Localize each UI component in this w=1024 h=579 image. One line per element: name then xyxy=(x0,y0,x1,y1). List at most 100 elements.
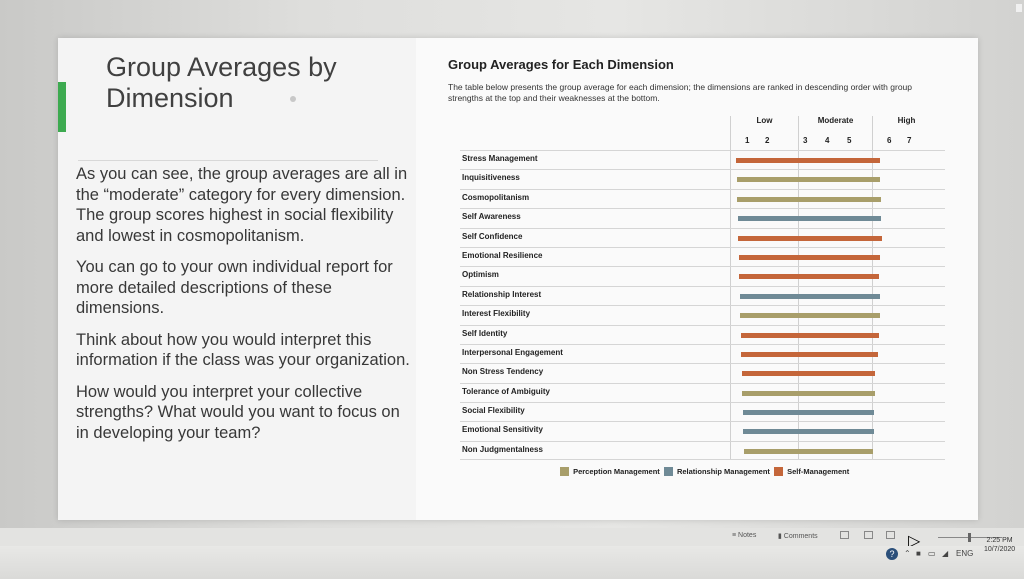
tick-label: 5 xyxy=(847,136,852,145)
dimension-label: Self Identity xyxy=(462,328,508,338)
title-accent-bar xyxy=(58,82,66,132)
dimension-label: Non Stress Tendency xyxy=(462,367,544,377)
table-row: Social Flexibility xyxy=(460,402,945,422)
notes-button[interactable]: ≡ Notes xyxy=(732,532,757,539)
window-corner xyxy=(1016,4,1022,12)
tick-label: 7 xyxy=(907,136,912,145)
comments-button[interactable]: ▮ Comments xyxy=(778,533,818,540)
table-row: Interpersonal Engagement xyxy=(460,343,945,364)
table-row: Interest Flexibility xyxy=(460,305,945,325)
grid-line xyxy=(730,189,731,209)
legend-label-relationship: Relationship Management xyxy=(676,466,770,476)
table-row: Optimism xyxy=(460,266,945,286)
dimension-label: Optimism xyxy=(462,270,499,280)
bar-inquisitiveness xyxy=(736,177,880,183)
normal-view-icon[interactable] xyxy=(840,531,849,539)
tick-label: 4 xyxy=(825,136,830,145)
header-moderate-label: Moderate xyxy=(817,116,854,125)
status-bar: ≡ Notes ▮ Comments ▷ xyxy=(0,528,1024,550)
clock-date: 10/7/2020 xyxy=(984,546,1016,553)
slide-canvas[interactable]: Group Averages by Dimension As you can s… xyxy=(58,38,978,520)
grid-line xyxy=(730,151,731,170)
clock[interactable]: 2:25 PM 10/7/2020 xyxy=(984,536,1015,554)
header-low-label: Low xyxy=(756,116,773,125)
dimension-table: Low 1 2 Moderate 3 4 5 High 6 7 xyxy=(460,116,945,461)
legend-swatch-self xyxy=(774,466,783,476)
figure-title: Group Averages for Each Dimension xyxy=(448,57,674,72)
legend-swatch-relationship xyxy=(663,466,673,476)
bar-self-confidence xyxy=(738,235,882,241)
header-low: Low 1 2 xyxy=(730,116,798,150)
bar-non-stress-tendency xyxy=(741,371,875,377)
slide-sorter-icon[interactable] xyxy=(864,531,873,539)
slideshow-icon[interactable]: ▷ xyxy=(908,533,921,550)
dimension-label: Relationship Interest xyxy=(462,289,542,299)
dimension-label: Interest Flexibility xyxy=(462,309,531,319)
table-row: Relationship Interest xyxy=(460,285,945,306)
bar-relationship-interest xyxy=(739,293,880,299)
chevron-up-icon[interactable]: ⌃ xyxy=(904,549,911,558)
grid-line xyxy=(730,286,731,306)
help-icon[interactable]: ? xyxy=(886,548,898,560)
tick-label: 1 xyxy=(745,136,750,145)
dimension-label: Stress Management xyxy=(462,154,538,163)
bar-self-identity xyxy=(740,332,879,338)
legend-label-perception: Perception Management xyxy=(573,466,660,476)
bar-self-awareness xyxy=(737,216,881,222)
header-high-label: High xyxy=(897,116,916,125)
grid-line xyxy=(730,383,731,403)
left-panel: Group Averages by Dimension As you can s… xyxy=(58,38,416,520)
bar-emotional-sensitivity xyxy=(743,429,875,435)
dimension-label: Self Confidence xyxy=(462,231,523,241)
dimension-label: Social Flexibility xyxy=(462,406,525,416)
bar-social-flexibility xyxy=(742,410,874,416)
grid-line xyxy=(730,306,731,325)
table-row: Cosmopolitanism xyxy=(460,188,945,209)
tick-label: 3 xyxy=(803,136,808,145)
tick-label: 6 xyxy=(887,136,892,145)
network-icon[interactable]: ■ xyxy=(916,549,921,558)
paragraph: Think about how you would interpret this… xyxy=(76,330,410,370)
bar-non-judgmentalness xyxy=(743,448,873,454)
dimension-label: Cosmopolitanism xyxy=(462,192,530,202)
bar-optimism xyxy=(739,274,879,280)
table-row: Emotional Sensitivity xyxy=(460,421,945,441)
grid-line xyxy=(730,441,731,460)
clock-time: 2:25 PM xyxy=(986,537,1013,544)
bar-tolerance-of-ambiguity xyxy=(742,390,875,396)
legend-swatch-perception xyxy=(560,466,569,476)
battery-icon[interactable]: ▭ xyxy=(928,549,936,558)
grid-line xyxy=(730,228,731,247)
grid-line xyxy=(730,403,731,422)
table-row: Inquisitiveness xyxy=(460,169,945,189)
table-row: Self Confidence xyxy=(460,227,945,247)
table-row: Stress Management xyxy=(460,150,945,170)
wifi-icon[interactable]: ◢ xyxy=(942,549,949,558)
grid-line xyxy=(730,344,731,364)
dimension-label: Inquisitiveness xyxy=(462,173,520,183)
dimension-label: Tolerance of Ambiguity xyxy=(462,386,551,396)
paragraph: As you can see, the group averages are a… xyxy=(76,165,408,245)
grid-line xyxy=(730,209,731,228)
slide-body[interactable]: As you can see, the group averages are a… xyxy=(76,164,416,454)
dimension-label: Emotional Sensitivity xyxy=(462,425,543,435)
grid-line xyxy=(730,325,731,344)
zoom-slider-thumb[interactable] xyxy=(968,533,971,542)
language-indicator[interactable]: ENG xyxy=(956,549,974,558)
grid-line xyxy=(730,170,731,189)
paragraph: How would you interpret your collective … xyxy=(76,382,400,442)
dimension-label: Self Awareness xyxy=(462,212,521,222)
paragraph: You can go to your own individual report… xyxy=(76,258,393,317)
reading-view-icon[interactable] xyxy=(886,531,895,539)
table-header: Low 1 2 Moderate 3 4 5 High 6 7 xyxy=(460,116,945,150)
table-row: Tolerance of Ambiguity xyxy=(460,382,945,403)
dimension-label: Non Judgmentalness xyxy=(462,444,543,454)
header-moderate: Moderate 3 4 5 xyxy=(798,116,872,150)
grid-line xyxy=(730,247,731,267)
table-row: Non Stress Tendency xyxy=(460,363,945,383)
table-row: Non Judgmentalness xyxy=(460,440,945,461)
slide-title[interactable]: Group Averages by Dimension xyxy=(106,52,337,113)
comments-label: Comments xyxy=(783,533,818,540)
legend-label-self: Self-Management xyxy=(787,466,850,476)
table-row: Self Identity xyxy=(460,324,945,344)
